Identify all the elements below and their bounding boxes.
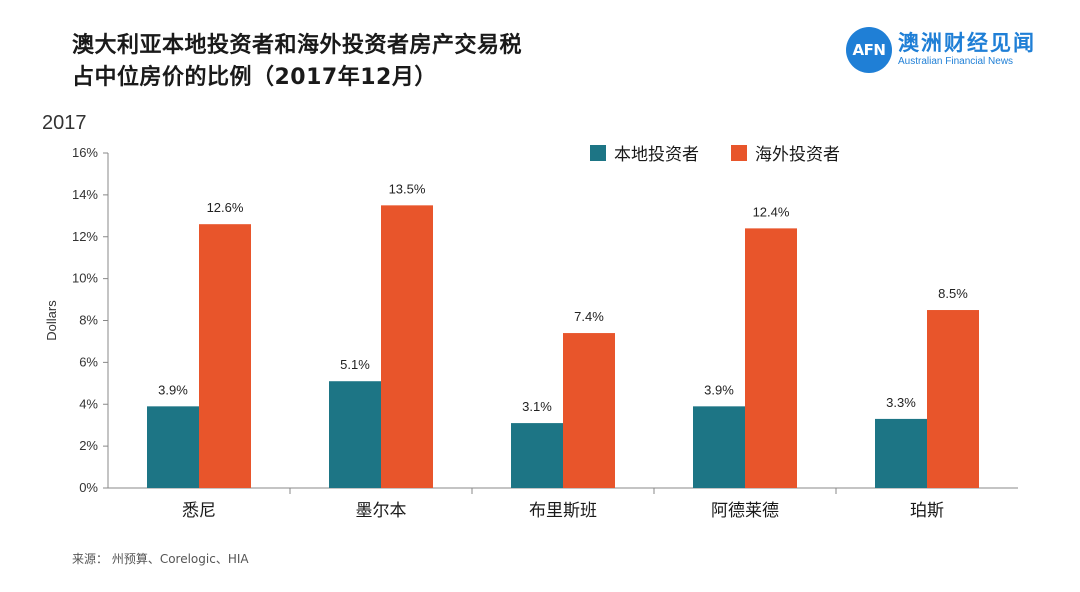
data-label-local: 3.9%	[704, 382, 734, 397]
y-tick-label: 6%	[79, 354, 98, 369]
afn-logo-mark: AFN	[846, 27, 892, 73]
y-tick-label: 0%	[79, 480, 98, 495]
legend-swatch-foreign	[731, 144, 747, 161]
afn-logo: AFN 澳洲财经见闻 Australian Financial News	[846, 24, 1036, 76]
y-tick-label: 12%	[72, 229, 98, 244]
x-category-label: 布里斯班	[529, 501, 597, 521]
legend-label-local: 本地投资者	[614, 145, 699, 165]
legend-item-foreign: 海外投资者	[731, 140, 840, 165]
data-label-local: 3.3%	[886, 395, 916, 410]
x-category-label: 阿德莱德	[711, 501, 779, 521]
data-label-foreign: 7.4%	[574, 309, 604, 324]
y-tick-label: 8%	[79, 313, 98, 328]
bar-foreign	[199, 224, 251, 488]
y-axis-label: Dollars	[44, 300, 59, 341]
logo-english-name: Australian Financial News	[898, 56, 1014, 67]
data-label-local: 3.9%	[158, 382, 188, 397]
title-line-1: 澳大利亚本地投资者和海外投资者房产交易税	[72, 33, 523, 58]
bar-local	[875, 418, 927, 488]
afn-logo-text: 澳洲财经见闻 Australian Financial News	[898, 31, 1036, 69]
logo-chinese-name: 澳洲财经见闻	[898, 31, 1036, 55]
data-label-local: 5.1%	[340, 357, 370, 372]
bar-local	[329, 381, 381, 488]
bar-local	[693, 406, 745, 488]
data-label-foreign: 13.5%	[389, 181, 426, 196]
x-category-label: 悉尼	[182, 501, 216, 521]
bar-foreign	[745, 228, 797, 488]
year-label: 2017	[42, 112, 87, 134]
x-category-label: 珀斯	[910, 501, 944, 521]
y-tick-label: 10%	[72, 271, 98, 286]
chart-title: 澳大利亚本地投资者和海外投资者房产交易税 占中位房价的比例（2017年12月）	[72, 30, 522, 94]
title-line-2: 占中位房价的比例（2017年12月）	[72, 65, 437, 90]
source-note: 来源： 州预算、Corelogic、HIA	[72, 552, 249, 566]
bar-foreign	[927, 310, 979, 488]
data-label-local: 3.1%	[522, 399, 552, 414]
bar-foreign	[563, 333, 615, 488]
legend-label-foreign: 海外投资者	[755, 145, 840, 165]
y-tick-label: 14%	[72, 187, 98, 202]
legend-item-local: 本地投资者	[590, 140, 699, 165]
data-label-foreign: 8.5%	[938, 286, 968, 301]
data-label-foreign: 12.4%	[753, 204, 790, 219]
x-category-label: 墨尔本	[356, 501, 407, 521]
y-tick-label: 4%	[79, 396, 98, 411]
bar-foreign	[381, 205, 433, 488]
legend-swatch-local	[590, 144, 606, 161]
chart-legend: 本地投资者 海外投资者	[590, 140, 872, 165]
bar-local	[147, 406, 199, 488]
y-tick-label: 16%	[72, 145, 98, 160]
y-tick-label: 2%	[79, 438, 98, 453]
data-label-foreign: 12.6%	[207, 200, 244, 215]
bar-local	[511, 423, 563, 488]
